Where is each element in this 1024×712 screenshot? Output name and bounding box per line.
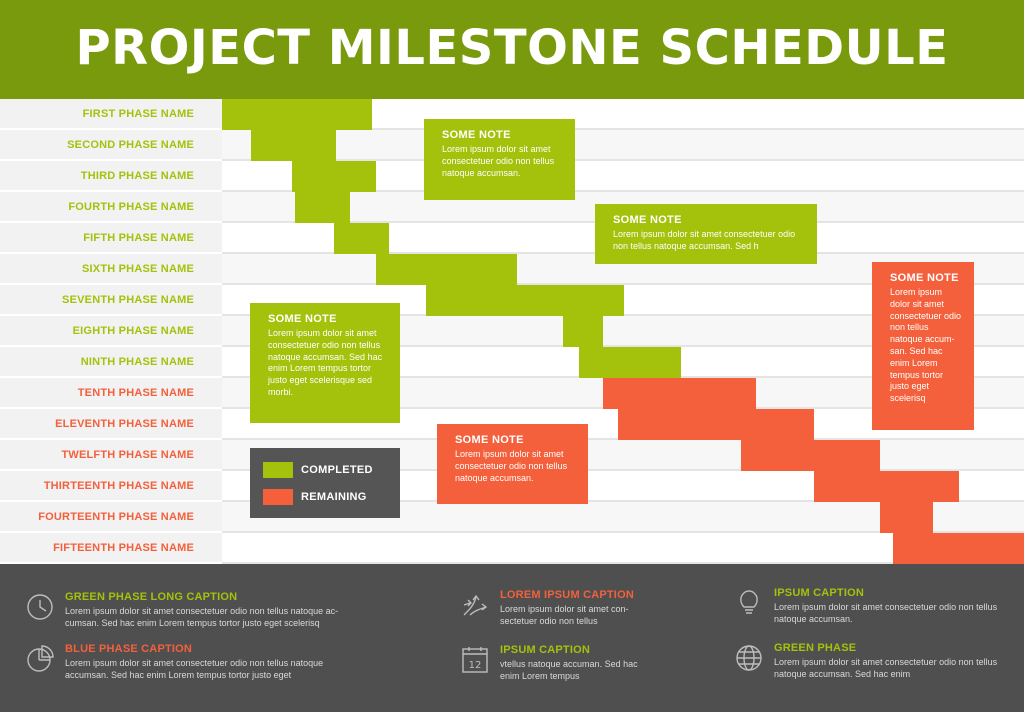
phase-label: FIFTH PHASE NAME [83,232,194,244]
phase-label: FOURTEENTH PHASE NAME [38,511,194,523]
caption-text: Lorem ipsum dolor sit amet consectetuer … [774,657,998,679]
phase-bar-12 [741,440,880,471]
phase-bar-7 [426,285,624,316]
phase-label: EIGHTH PHASE NAME [72,325,194,337]
label-row: NINTH PHASE NAME [0,347,222,378]
note-4: SOME NOTE Lorem ipsum dolor sit amet con… [250,303,400,423]
page-title: PROJECT MILESTONE SCHEDULE [75,20,949,76]
lightbulb-icon [740,590,758,614]
label-row: SIXTH PHASE NAME [0,254,222,285]
legend-completed-swatch [263,462,293,478]
phase-label: THIRTEENTH PHASE NAME [43,480,194,492]
note-title: SOME NOTE [268,313,337,325]
caption-text: Lorem ipsum dolor sit amet consectetuer … [65,658,324,680]
note-3: SOME NOTE Lorem ipsum dolor sit amet con… [872,262,974,430]
phase-bar-15 [893,533,1024,564]
label-row: THIRTEENTH PHASE NAME [0,471,222,502]
caption-title: IPSUM CAPTION [774,587,864,599]
note-1: SOME NOTE Lorem ipsum dolor sit amet con… [424,119,575,200]
phase-label: FOURTH PHASE NAME [68,201,194,213]
caption-text: Lorem ipsum dolor sit amet consectetuer … [65,606,339,628]
phase-bar-14 [880,502,933,533]
gantt-chart: FIRST PHASE NAME SECOND PHASE NAME THIRD P… [0,99,1024,564]
label-row: FOURTH PHASE NAME [0,192,222,223]
note-text: Lorem ipsum dolor sit amet consectetuer … [268,328,383,397]
note-text: Lorem ipsum dolor sit amet consectetuer … [455,449,568,483]
legend: COMPLETED REMAINING [250,448,400,518]
caption-4: 12 IPSUM CAPTION vtellus natoque accuman… [460,644,660,684]
caption-title: GREEN PHASE LONG CAPTION [65,591,238,603]
phase-bar-9 [579,347,681,378]
note-title: SOME NOTE [455,434,524,446]
caption-text: Lorem ipsum dolor sit amet con-sectetuer… [500,604,629,626]
phase-label: NINTH PHASE NAME [80,356,194,368]
caption-text: vtellus natoque accuman. Sed hac enim Lo… [500,659,638,681]
phase-label: TWELFTH PHASE NAME [61,449,194,461]
caption-6: GREEN PHASE Lorem ipsum dolor sit amet c… [734,642,1004,682]
phase-label: TENTH PHASE NAME [77,387,194,399]
caption-text: Lorem ipsum dolor sit amet consectetuer … [774,602,998,624]
legend-completed-label: COMPLETED [301,464,373,476]
caption-title: GREEN PHASE [774,642,857,654]
caption-5: IPSUM CAPTION Lorem ipsum dolor sit amet… [734,587,1004,627]
label-row: TWELFTH PHASE NAME [0,440,222,471]
label-row: SEVENTH PHASE NAME [0,285,222,316]
note-title: SOME NOTE [613,214,682,226]
phase-bar-13 [814,471,959,502]
note-text: Lorem ipsum dolor sit amet consectetuer … [613,229,796,251]
label-row: THIRD PHASE NAME [0,161,222,192]
label-row: FIFTH PHASE NAME [0,223,222,254]
phase-label: SIXTH PHASE NAME [82,263,194,275]
caption-title: IPSUM CAPTION [500,644,590,656]
header-banner: PROJECT MILESTONE SCHEDULE [0,0,1024,99]
label-row: EIGHTH PHASE NAME [0,316,222,347]
arrows-icon [463,594,488,616]
phase-bar-1 [222,99,372,130]
phase-label-column: FIRST PHASE NAME SECOND PHASE NAME THIRD P… [0,99,222,564]
label-row: TENTH PHASE NAME [0,378,222,409]
phase-label: ELEVENTH PHASE NAME [55,418,194,430]
phase-bar-5 [334,223,389,254]
phase-bar-10 [603,378,756,409]
label-row: FOURTEENTH PHASE NAME [0,502,222,533]
phase-label: THIRD PHASE NAME [80,170,194,182]
phase-bar-4 [295,192,350,223]
legend-remaining-swatch [263,489,293,505]
globe-icon [736,645,762,671]
label-row: FIRST PHASE NAME [0,99,222,130]
caption-2: BLUE PHASE CAPTION Lorem ipsum dolor sit… [25,643,370,683]
phase-label: SECOND PHASE NAME [67,139,194,151]
note-title: SOME NOTE [442,129,511,141]
phase-label: SEVENTH PHASE NAME [62,294,194,306]
note-text: Lorem ipsum dolor sit amet consectetuer … [442,144,555,178]
caption-1: GREEN PHASE LONG CAPTION Lorem ipsum dol… [25,591,370,631]
note-text: Lorem ipsum dolor sit amet consectetuer … [890,287,962,404]
label-row: ELEVENTH PHASE NAME [0,409,222,440]
captions-footer: GREEN PHASE LONG CAPTION Lorem ipsum dol… [0,564,1024,712]
caption-title: LOREM IPSUM CAPTION [500,589,634,601]
clock-icon [27,594,53,620]
phase-label: FIFTEENTH PHASE NAME [53,542,194,554]
phase-bar-3 [292,161,376,192]
phase-label: FIRST PHASE NAME [82,108,194,120]
note-5: SOME NOTE Lorem ipsum dolor sit amet con… [437,424,588,504]
calendar-icon-text: 12 [469,660,482,671]
caption-title: BLUE PHASE CAPTION [65,643,193,655]
phase-bar-6 [376,254,517,285]
label-row: FIFTEENTH PHASE NAME [0,533,222,564]
phase-bar-2 [251,130,336,161]
pie-chart-icon [27,645,54,672]
caption-3: LOREM IPSUM CAPTION Lorem ipsum dolor si… [460,589,660,629]
label-row: SECOND PHASE NAME [0,130,222,161]
calendar-icon: 12 [462,647,488,673]
note-2: SOME NOTE Lorem ipsum dolor sit amet con… [595,204,817,264]
legend-remaining-label: REMAINING [301,491,367,503]
phase-bar-11 [618,409,814,440]
phase-bar-8 [563,316,603,347]
note-title: SOME NOTE [890,272,959,284]
